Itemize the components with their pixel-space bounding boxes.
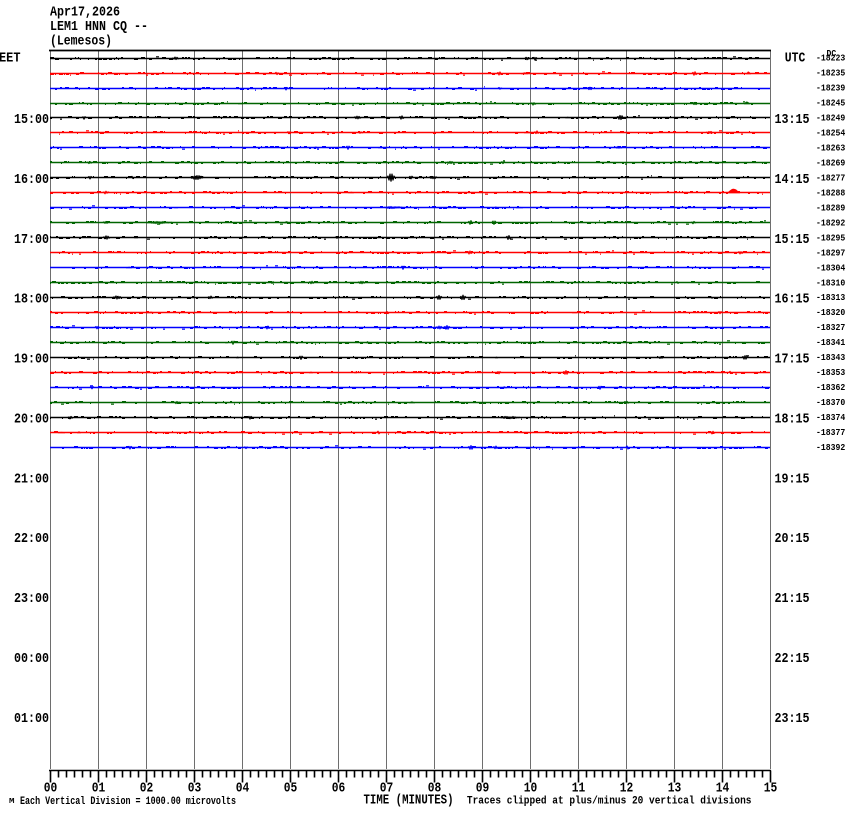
svg-text:Each Vertical Division = 1000.: Each Vertical Division = 1000.00 microvo… bbox=[20, 796, 236, 808]
svg-text:17:15: 17:15 bbox=[775, 352, 810, 368]
svg-text:21:15: 21:15 bbox=[775, 591, 810, 607]
svg-text:UTC: UTC bbox=[785, 50, 806, 66]
svg-text:EET: EET bbox=[0, 50, 21, 66]
svg-text:TIME (MINUTES): TIME (MINUTES) bbox=[364, 793, 454, 809]
svg-text:05: 05 bbox=[284, 781, 298, 797]
svg-text:20:15: 20:15 bbox=[775, 531, 810, 547]
svg-text:03: 03 bbox=[188, 781, 202, 797]
svg-text:-18277: -18277 bbox=[816, 173, 845, 183]
svg-text:22:15: 22:15 bbox=[775, 651, 810, 667]
svg-text:22:00: 22:00 bbox=[14, 531, 49, 547]
svg-text:06: 06 bbox=[332, 781, 346, 797]
svg-text:-18377: -18377 bbox=[816, 428, 845, 438]
svg-text:-18297: -18297 bbox=[816, 248, 845, 258]
svg-text:-18327: -18327 bbox=[816, 323, 845, 333]
svg-text:-18343: -18343 bbox=[816, 353, 845, 363]
svg-text:-18362: -18362 bbox=[816, 383, 845, 393]
svg-text:11: 11 bbox=[572, 781, 586, 797]
svg-text:M: M bbox=[9, 798, 15, 806]
svg-text:-18341: -18341 bbox=[816, 338, 846, 348]
svg-text:17:00: 17:00 bbox=[14, 232, 49, 248]
svg-text:23:00: 23:00 bbox=[14, 591, 49, 607]
svg-text:00: 00 bbox=[44, 781, 58, 797]
svg-text:19:15: 19:15 bbox=[775, 471, 810, 487]
svg-text:01: 01 bbox=[92, 781, 106, 797]
svg-text:Traces clipped at plus/minus 2: Traces clipped at plus/minus 20 vertical… bbox=[467, 796, 752, 808]
svg-text:-18263: -18263 bbox=[816, 144, 845, 154]
svg-text:08: 08 bbox=[428, 781, 442, 797]
svg-text:-18223: -18223 bbox=[816, 54, 845, 64]
svg-text:-18392: -18392 bbox=[816, 443, 845, 453]
svg-text:-18304: -18304 bbox=[816, 263, 846, 273]
svg-text:14: 14 bbox=[716, 781, 730, 797]
svg-text:-18269: -18269 bbox=[816, 158, 845, 168]
svg-text:Apr17,2026: Apr17,2026 bbox=[50, 5, 120, 21]
svg-text:18:15: 18:15 bbox=[775, 411, 810, 427]
svg-text:-18235: -18235 bbox=[816, 69, 845, 79]
svg-text:-18295: -18295 bbox=[816, 233, 845, 243]
svg-text:19:00: 19:00 bbox=[14, 352, 49, 368]
svg-text:15: 15 bbox=[764, 781, 778, 797]
svg-text:-18245: -18245 bbox=[816, 99, 845, 109]
svg-text:-18288: -18288 bbox=[816, 188, 845, 198]
svg-text:-18320: -18320 bbox=[816, 308, 845, 318]
svg-text:21:00: 21:00 bbox=[14, 471, 49, 487]
svg-text:23:15: 23:15 bbox=[775, 711, 810, 727]
svg-text:07: 07 bbox=[380, 781, 394, 797]
svg-text:13:15: 13:15 bbox=[775, 112, 810, 128]
svg-text:16:00: 16:00 bbox=[14, 172, 49, 188]
svg-text:12: 12 bbox=[620, 781, 634, 797]
svg-text:01:00: 01:00 bbox=[14, 711, 49, 727]
svg-text:-18310: -18310 bbox=[816, 278, 845, 288]
svg-text:14:15: 14:15 bbox=[775, 172, 810, 188]
svg-text:15:15: 15:15 bbox=[775, 232, 810, 248]
svg-text:18:00: 18:00 bbox=[14, 292, 49, 308]
svg-text:00:00: 00:00 bbox=[14, 651, 49, 667]
svg-text:(Lemesos): (Lemesos) bbox=[50, 34, 112, 50]
svg-text:16:15: 16:15 bbox=[775, 292, 810, 308]
svg-text:20:00: 20:00 bbox=[14, 411, 49, 427]
svg-text:02: 02 bbox=[140, 781, 154, 797]
svg-text:-18313: -18313 bbox=[816, 293, 845, 303]
svg-text:-18353: -18353 bbox=[816, 368, 845, 378]
svg-text:-18292: -18292 bbox=[816, 218, 845, 228]
svg-text:-18289: -18289 bbox=[816, 203, 845, 213]
svg-text:04: 04 bbox=[236, 781, 250, 797]
svg-text:09: 09 bbox=[476, 781, 490, 797]
svg-text:-18374: -18374 bbox=[816, 413, 846, 423]
svg-text:-18254: -18254 bbox=[816, 129, 846, 139]
svg-text:10: 10 bbox=[524, 781, 538, 797]
svg-text:-18370: -18370 bbox=[816, 398, 845, 408]
svg-text:LEM1 HNN CQ --: LEM1 HNN CQ -- bbox=[50, 19, 148, 35]
svg-text:-18249: -18249 bbox=[816, 114, 845, 124]
svg-text:13: 13 bbox=[668, 781, 682, 797]
svg-text:-18239: -18239 bbox=[816, 84, 845, 94]
svg-text:DC: DC bbox=[827, 49, 837, 59]
svg-text:15:00: 15:00 bbox=[14, 112, 49, 128]
